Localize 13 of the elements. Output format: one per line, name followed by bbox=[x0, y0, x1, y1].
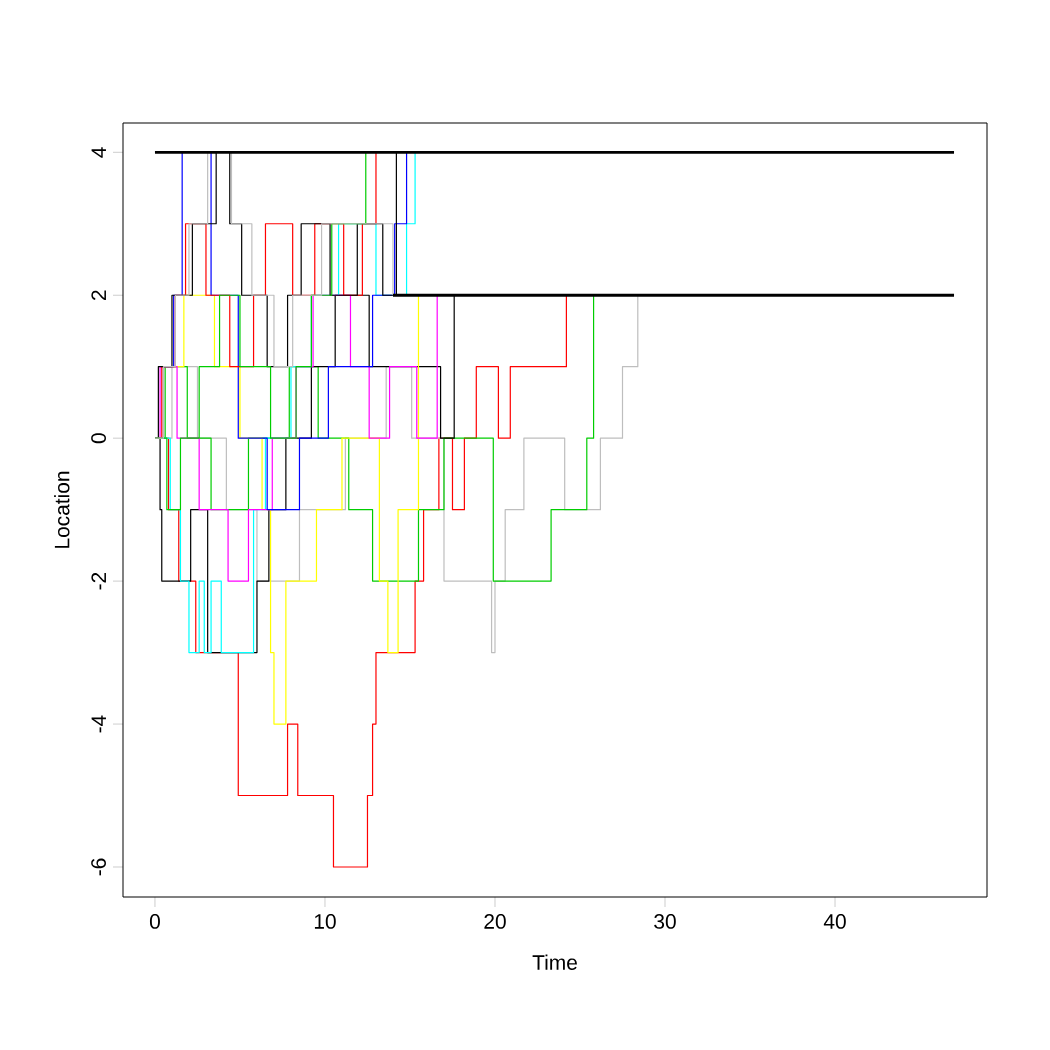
y-tick-label: -2 bbox=[91, 572, 106, 590]
y-tick-label: 4 bbox=[91, 147, 106, 158]
x-axis-title: Time bbox=[532, 954, 577, 970]
y-tick-label: 0 bbox=[91, 433, 106, 444]
x-tick-label: 20 bbox=[484, 914, 506, 929]
y-tick-label: 2 bbox=[91, 290, 106, 300]
y-tick-label: -6 bbox=[91, 858, 106, 876]
x-tick-label: 30 bbox=[654, 914, 676, 929]
x-tick-label: 0 bbox=[149, 914, 160, 929]
x-tick-label: 40 bbox=[823, 914, 846, 929]
x-tick-label: 10 bbox=[314, 914, 336, 929]
y-axis-title: Location bbox=[54, 471, 70, 548]
y-tick-label: -4 bbox=[91, 715, 106, 733]
